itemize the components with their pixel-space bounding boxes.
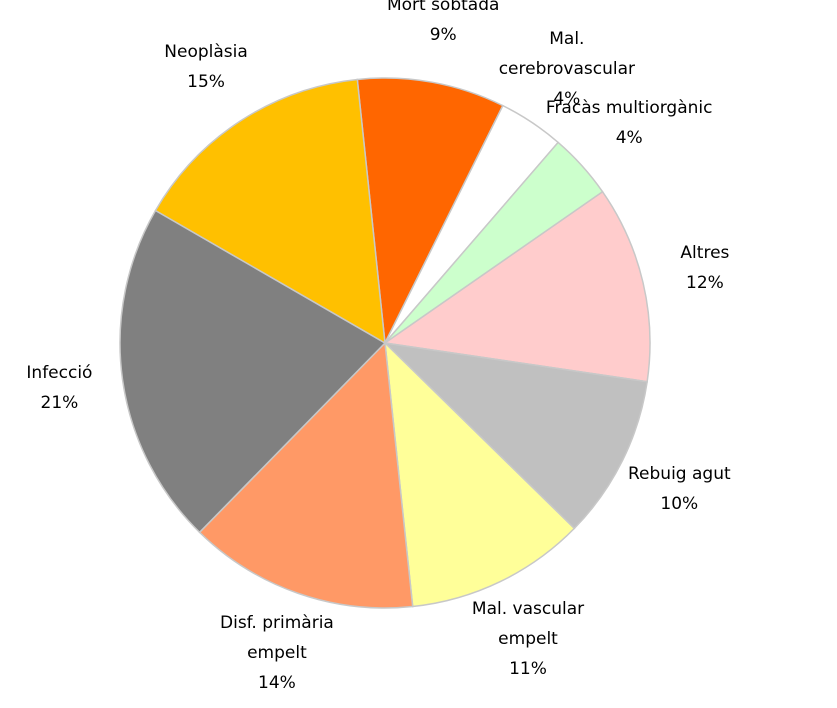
value-label: 9% <box>429 24 457 45</box>
slice-label: Infecció 21% <box>26 358 92 418</box>
category-label: Altres <box>680 242 730 263</box>
pie-slice <box>384 341 576 608</box>
category-label: Disf. primària empelt <box>220 613 334 664</box>
value-label: 21% <box>40 392 79 413</box>
category-label: Neoplàsia <box>164 42 248 63</box>
value-label: 10% <box>660 494 699 515</box>
slice-label: Altres 12% <box>680 238 729 298</box>
slice-label: Disf. primària empelt 14% <box>220 608 334 698</box>
slice-label: Neoplàsia 15% <box>164 37 248 97</box>
category-label: Rebuig agut <box>628 464 731 485</box>
value-label: 12% <box>686 272 724 293</box>
pie-slice <box>382 341 649 530</box>
value-label: 11% <box>509 658 547 679</box>
value-label: 14% <box>258 673 296 694</box>
pie-slice <box>119 209 387 534</box>
category-label: Mort sobtada <box>386 0 500 15</box>
value-label: 4% <box>615 128 643 149</box>
slice-label: Mort sobtada 9% <box>387 0 499 50</box>
slice-label: Mal. cerebrovascular 4% <box>499 24 635 114</box>
value-label: 4% <box>553 89 581 110</box>
category-label: Mal. cerebrovascular <box>498 29 635 80</box>
pie-slice <box>198 341 414 609</box>
pie-slice <box>356 77 504 346</box>
slice-label: Fracàs multiorgànic 4% <box>546 93 713 153</box>
value-label: 15% <box>187 72 225 93</box>
category-label: Mal. vascular empelt <box>471 598 585 649</box>
pie-slice <box>383 190 651 383</box>
category-label: Fracàs multiorgànic <box>545 98 713 119</box>
category-label: Infecció <box>26 362 93 383</box>
slice-label: Mal. vascular empelt 11% <box>472 594 584 684</box>
slice-label: Rebuig agut 10% <box>628 459 731 519</box>
pie-slice <box>154 78 386 345</box>
